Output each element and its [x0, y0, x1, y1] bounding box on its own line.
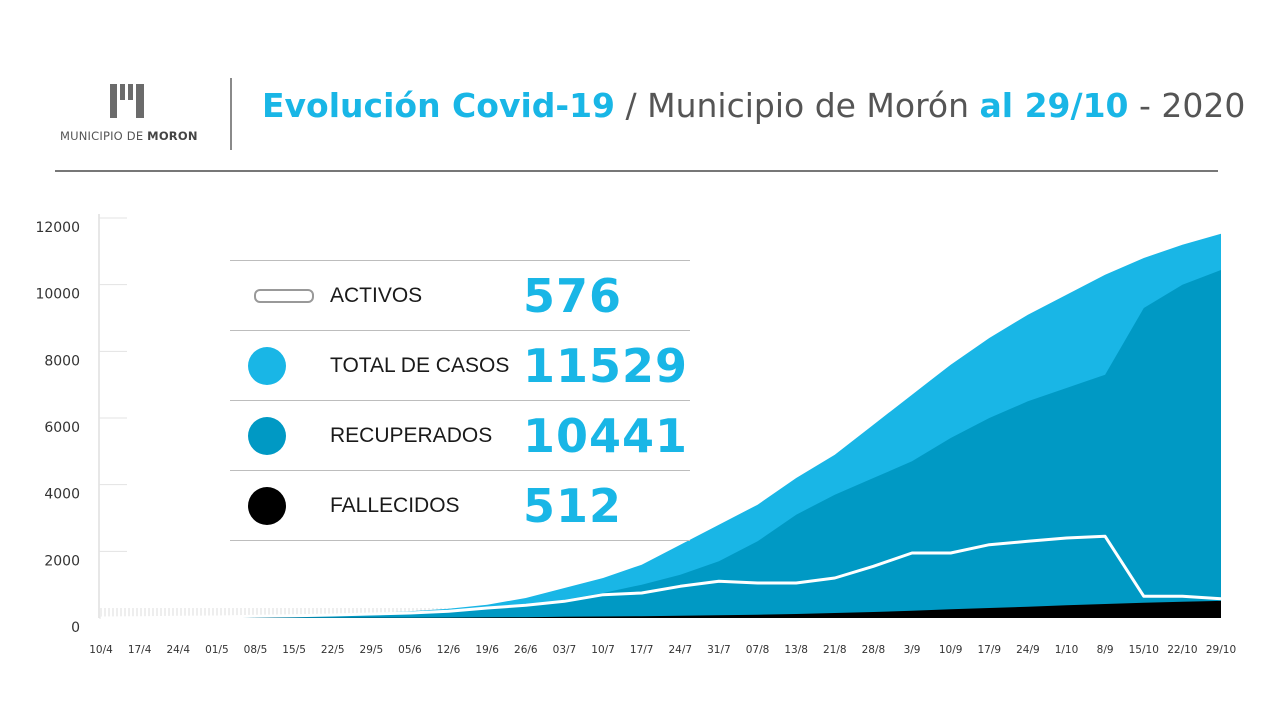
x-tick-label: 29/10 — [1206, 644, 1236, 656]
y-tick-label: 10000 — [35, 287, 80, 303]
x-tick-label: 10/4 — [89, 644, 113, 656]
legend-label-fallecidos: FALLECIDOS — [330, 493, 460, 517]
x-tick-label: 10/9 — [939, 644, 963, 656]
x-tick-label: 19/6 — [475, 644, 499, 656]
y-tick-label: 6000 — [44, 420, 80, 436]
y-tick-label: 8000 — [44, 353, 80, 369]
x-tick-label: 28/8 — [862, 644, 886, 656]
series-area-recuperados — [101, 270, 1221, 618]
header-rule — [55, 170, 1218, 172]
x-tick-label: 15/5 — [282, 644, 306, 656]
x-tick-label: 03/7 — [553, 644, 577, 656]
legend-value-fallecidos: 512 — [523, 478, 623, 533]
legend: ACTIVOS 576 TOTAL DE CASOS 11529 RECUPER… — [230, 260, 690, 541]
x-tick-label: 3/9 — [904, 644, 921, 656]
dot-icon — [248, 416, 286, 455]
legend-label-recuperados: RECUPERADOS — [330, 423, 493, 447]
x-tick-label: 17/9 — [977, 644, 1001, 656]
legend-value-total: 11529 — [523, 338, 689, 393]
legend-label-total: TOTAL DE CASOS — [330, 353, 510, 377]
x-tick-label: 13/8 — [784, 644, 808, 656]
x-tick-label: 01/5 — [205, 644, 229, 656]
x-tick-label: 05/6 — [398, 644, 422, 656]
y-tick-label: 4000 — [44, 487, 80, 503]
x-tick-label: 08/5 — [244, 644, 268, 656]
x-tick-label: 26/6 — [514, 644, 538, 656]
x-tick-label: 8/9 — [1097, 644, 1114, 656]
x-tick-label: 17/7 — [630, 644, 654, 656]
x-tick-label: 22/5 — [321, 644, 345, 656]
title-part2: / Municipio de Morón — [615, 86, 980, 125]
x-tick-label: 31/7 — [707, 644, 731, 656]
municipio-logo-icon — [110, 84, 144, 118]
x-tick-label: 17/4 — [128, 644, 152, 656]
dot-icon — [248, 346, 286, 385]
x-tick-label: 1/10 — [1055, 644, 1079, 656]
page-title: Evolución Covid-19 / Municipio de Morón … — [262, 86, 1245, 125]
logo-text-regular: MUNICIPIO DE — [60, 129, 148, 143]
title-part4: - 2020 — [1128, 86, 1246, 125]
y-tick-label: 2000 — [44, 553, 80, 569]
x-tick-label: 12/6 — [437, 644, 461, 656]
series-area-fallecidos — [101, 600, 1221, 618]
legend-row-recuperados: RECUPERADOS 10441 — [230, 400, 690, 470]
legend-value-activos: 576 — [523, 268, 623, 323]
pill-icon — [254, 288, 314, 303]
y-tick-label: 12000 — [35, 220, 80, 236]
legend-label-activos: ACTIVOS — [330, 283, 423, 307]
x-tick-label: 10/7 — [591, 644, 615, 656]
x-tick-label: 24/4 — [166, 644, 190, 656]
x-tick-label: 24/9 — [1016, 644, 1040, 656]
x-tick-label: 21/8 — [823, 644, 847, 656]
logo-text: MUNICIPIO DE MORON — [60, 129, 198, 143]
legend-row-activos: ACTIVOS 576 — [230, 260, 690, 330]
x-tick-label: 29/5 — [360, 644, 384, 656]
x-tick-label: 24/7 — [669, 644, 693, 656]
legend-row-fallecidos: FALLECIDOS 512 — [230, 470, 690, 541]
y-tick-label: 0 — [71, 620, 80, 636]
title-part1: Evolución Covid-19 — [262, 86, 616, 125]
title-part3: al 29/10 — [979, 86, 1129, 125]
legend-row-total: TOTAL DE CASOS 11529 — [230, 330, 690, 400]
x-tick-label: 15/10 — [1129, 644, 1159, 656]
logo-text-bold: MORON — [147, 129, 198, 143]
dot-icon — [248, 486, 286, 525]
header-divider — [230, 78, 232, 150]
series-line-activos — [100, 534, 1222, 620]
x-tick-label: 22/10 — [1167, 644, 1197, 656]
legend-value-recuperados: 10441 — [523, 408, 689, 463]
x-tick-label: 07/8 — [746, 644, 770, 656]
